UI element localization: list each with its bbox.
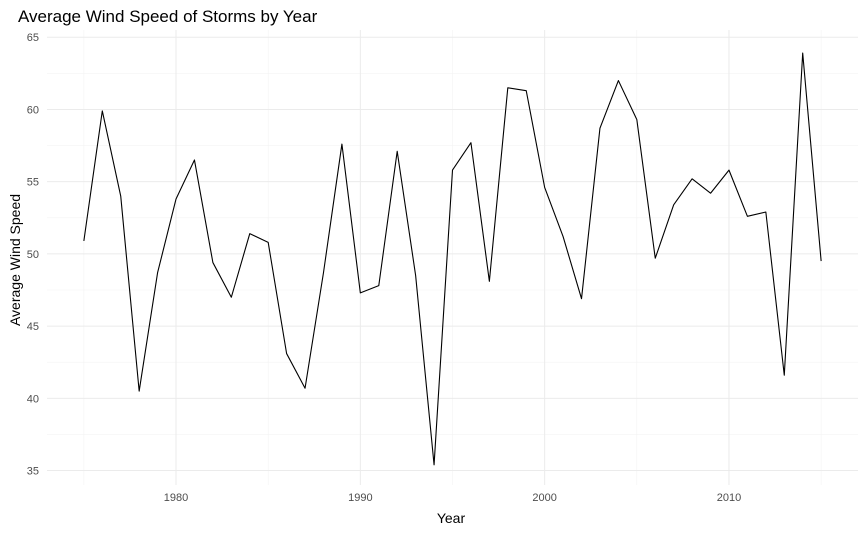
chart-title: Average Wind Speed of Storms by Year (18, 7, 318, 26)
minor-gridlines (47, 30, 858, 485)
data-point (543, 185, 547, 189)
y-tick-label: 45 (27, 321, 39, 333)
major-gridlines (47, 30, 858, 485)
data-point (524, 89, 528, 93)
data-point (192, 158, 196, 162)
data-point (432, 463, 436, 467)
data-point (487, 279, 491, 283)
data-point (580, 297, 584, 301)
y-tick-label: 65 (27, 32, 39, 44)
y-axis-title: Average Wind Speed (7, 194, 23, 326)
data-point (303, 386, 307, 390)
data-point (598, 126, 602, 130)
data-point (745, 214, 749, 218)
data-point (819, 259, 823, 263)
y-tick-label: 50 (27, 249, 39, 261)
data-point (377, 284, 381, 288)
data-point (801, 51, 805, 55)
data-point (506, 86, 510, 90)
data-point (451, 168, 455, 172)
x-axis-title: Year (437, 510, 466, 526)
data-point (229, 295, 233, 299)
x-axis-ticks: 1980 1990 2000 2010 (164, 492, 741, 504)
data-point (100, 109, 104, 113)
y-tick-label: 40 (27, 393, 39, 405)
data-point (616, 79, 620, 83)
data-point (340, 142, 344, 146)
data-point (764, 210, 768, 214)
data-point (321, 271, 325, 275)
series-line (83, 52, 822, 466)
data-point (635, 118, 639, 122)
data-point (709, 191, 713, 195)
data-point (248, 232, 252, 236)
data-point (266, 240, 270, 244)
y-axis-ticks: 35 40 45 50 55 60 65 (27, 32, 39, 477)
data-point (358, 291, 362, 295)
data-point (82, 239, 86, 243)
x-tick-label: 1980 (164, 492, 188, 504)
data-point (782, 373, 786, 377)
data-point (727, 168, 731, 172)
x-tick-label: 2000 (532, 492, 556, 504)
data-point (211, 261, 215, 265)
y-tick-label: 55 (27, 177, 39, 189)
data-point (395, 149, 399, 153)
data-point (561, 235, 565, 239)
x-tick-label: 1990 (348, 492, 372, 504)
data-point (285, 352, 289, 356)
data-point (137, 389, 141, 393)
y-tick-label: 60 (27, 104, 39, 116)
data-point (156, 271, 160, 275)
y-tick-label: 35 (27, 466, 39, 478)
data-point (119, 194, 123, 198)
data-point (414, 274, 418, 278)
data-point (653, 256, 657, 260)
data-point (469, 141, 473, 145)
x-tick-label: 2010 (717, 492, 741, 504)
data-point (672, 203, 676, 207)
data-point (174, 197, 178, 201)
data-point (690, 177, 694, 181)
